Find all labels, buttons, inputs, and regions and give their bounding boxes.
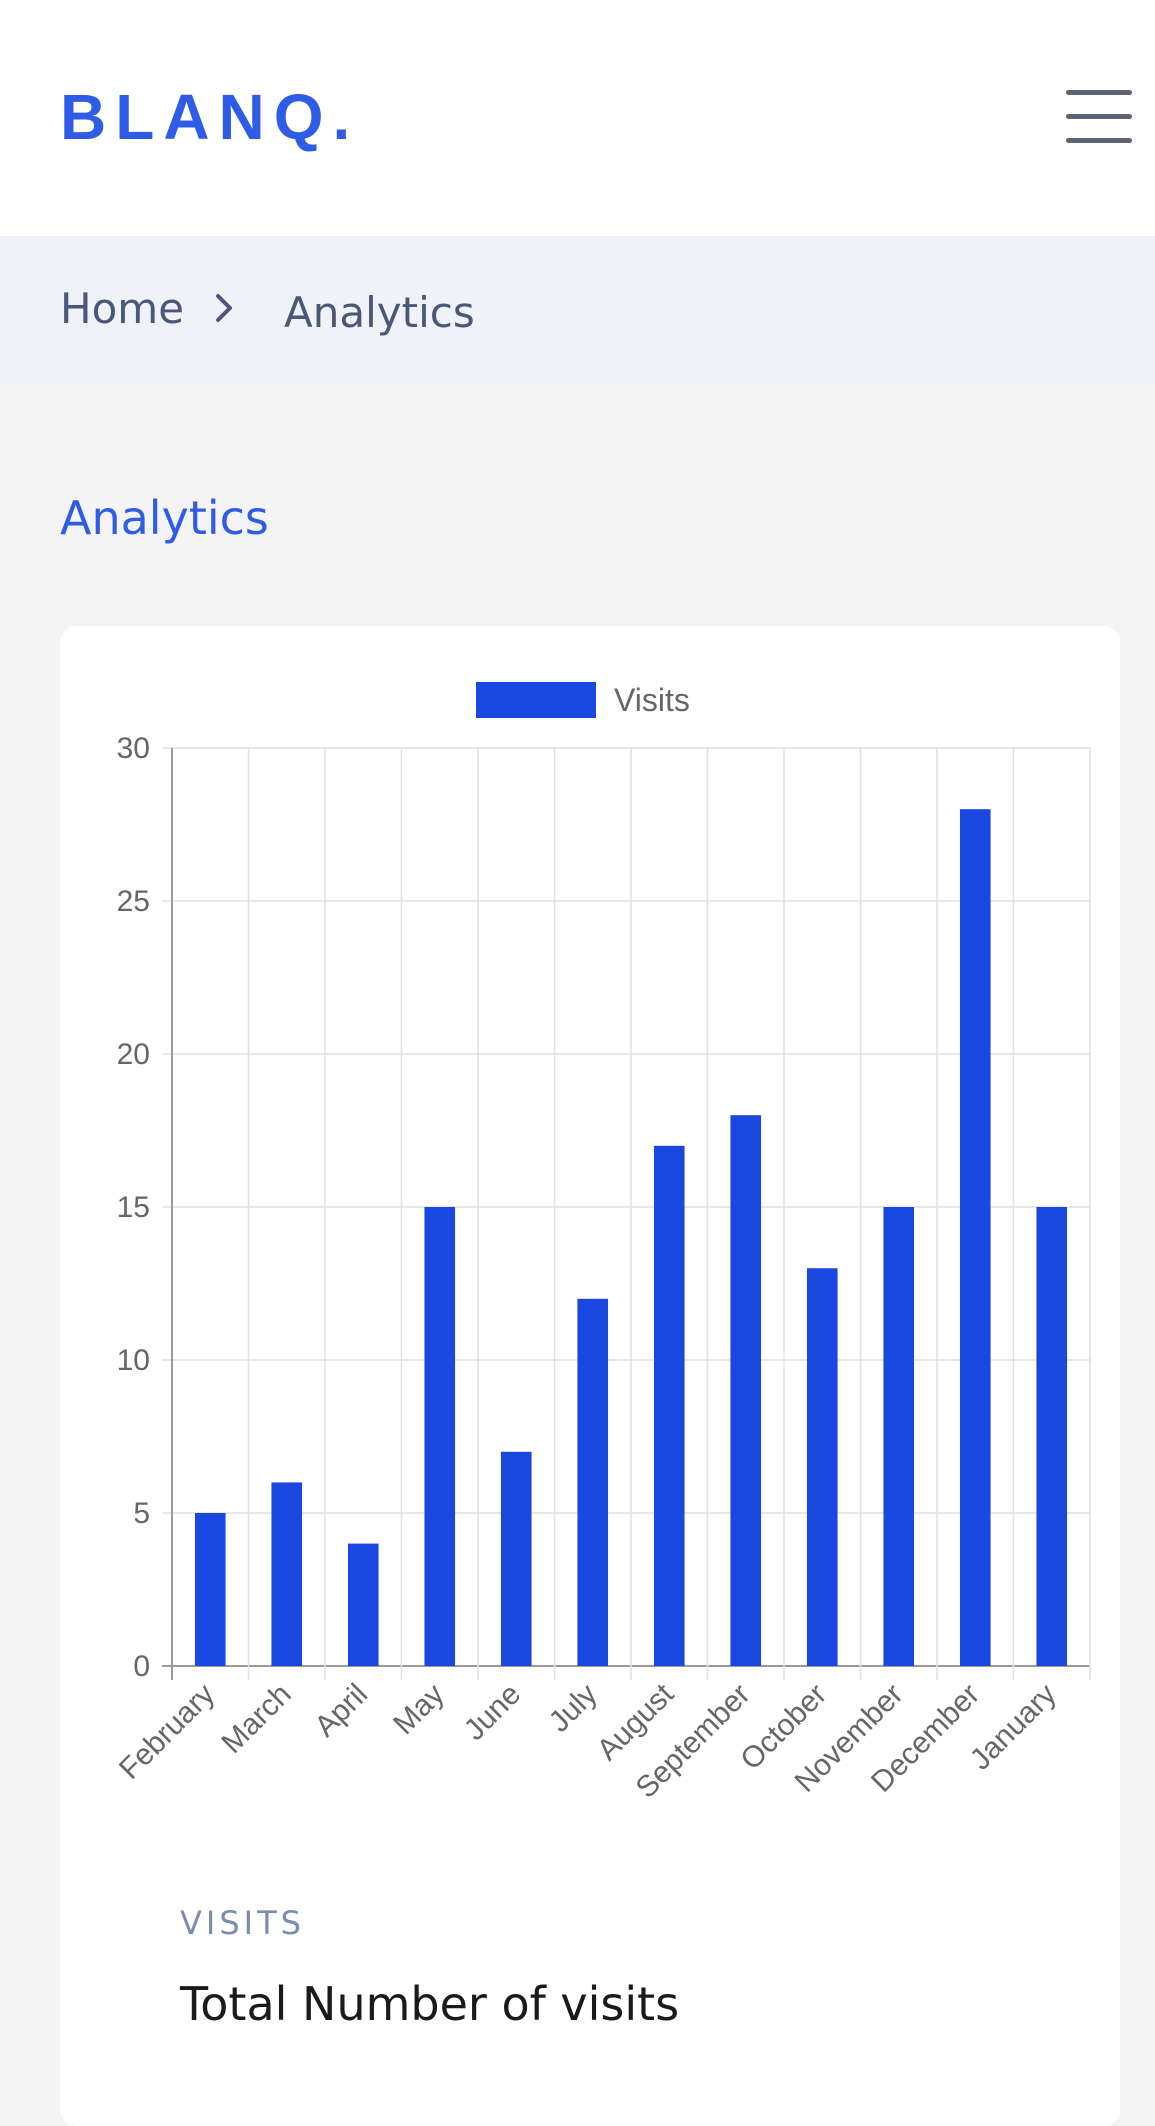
bar-august bbox=[653, 1145, 685, 1666]
x-tick-label: July bbox=[543, 1678, 604, 1739]
breadcrumb-current: Analytics bbox=[284, 288, 475, 337]
y-tick-label: 20 bbox=[117, 1038, 150, 1071]
breadcrumb bbox=[0, 236, 1155, 384]
x-tick-label: May bbox=[387, 1678, 450, 1741]
bar-may bbox=[424, 1207, 456, 1666]
visits-chart-card: 0 5 10 15 20 25 30 February March April May June Jul… bbox=[60, 626, 1120, 2126]
bar-november bbox=[883, 1207, 915, 1666]
bar-april bbox=[347, 1543, 379, 1666]
legend-label: Visits bbox=[614, 682, 690, 718]
bar-march bbox=[271, 1482, 303, 1666]
y-tick-label: 10 bbox=[117, 1344, 150, 1377]
x-tick-label: April bbox=[308, 1678, 374, 1744]
y-tick-label: 25 bbox=[117, 885, 150, 918]
x-tick-label: June bbox=[458, 1678, 527, 1747]
y-tick-label: 5 bbox=[133, 1497, 150, 1530]
stat-label: VISITS bbox=[180, 1904, 305, 1942]
x-tick-label: February bbox=[113, 1678, 221, 1786]
bar-january bbox=[1036, 1207, 1068, 1666]
legend-swatch bbox=[476, 682, 596, 718]
hamburger-menu-icon[interactable] bbox=[1064, 88, 1136, 148]
stat-description: Total Number of visits bbox=[180, 1977, 680, 2031]
bar-september bbox=[730, 1115, 762, 1666]
bar-june bbox=[500, 1451, 532, 1666]
y-tick-label: 15 bbox=[117, 1191, 150, 1224]
bar-february bbox=[194, 1513, 226, 1666]
breadcrumb-home-link[interactable]: Home bbox=[60, 284, 185, 333]
y-tick-label: 0 bbox=[133, 1650, 150, 1683]
y-tick-label: 30 bbox=[117, 732, 150, 765]
bar-october bbox=[806, 1268, 838, 1666]
x-tick-label: March bbox=[215, 1678, 297, 1760]
logo[interactable]: BLANQ. bbox=[60, 81, 360, 153]
bar-december bbox=[959, 809, 991, 1666]
bar-july bbox=[577, 1298, 609, 1666]
x-tick-label: January bbox=[964, 1678, 1063, 1777]
page-title: Analytics bbox=[60, 491, 269, 545]
top-bar: BLANQ. bbox=[0, 0, 1155, 236]
chevron-right-icon bbox=[216, 294, 232, 322]
